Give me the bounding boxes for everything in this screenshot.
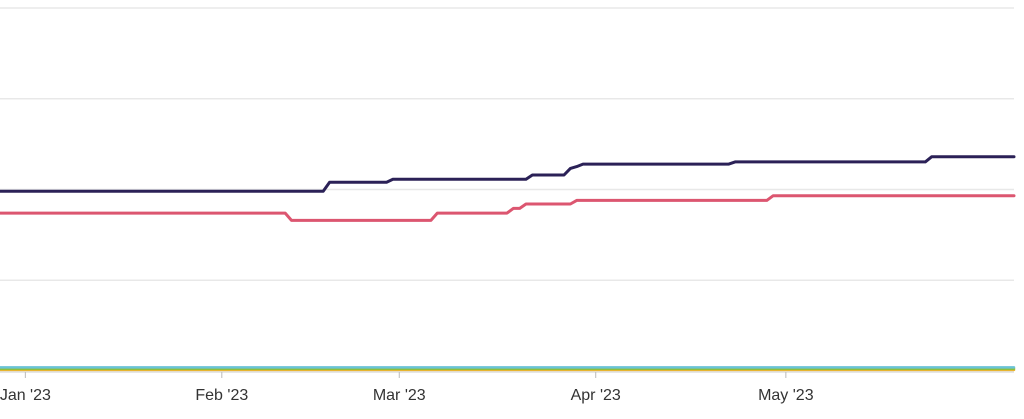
x-tick-label: Mar '23 bbox=[373, 387, 426, 404]
x-tick-label: May '23 bbox=[758, 387, 814, 404]
x-tick-label: Feb '23 bbox=[195, 387, 248, 404]
series-line-2 bbox=[0, 194, 1016, 222]
gridlines bbox=[0, 7, 1014, 281]
x-axis-ticks: Jan '23 Feb '23 Mar '23 Apr '23 May '23 bbox=[0, 372, 814, 404]
series-line-1 bbox=[0, 155, 1016, 193]
x-tick-label: Jan '23 bbox=[0, 387, 51, 404]
series-lines bbox=[0, 155, 1016, 372]
x-tick-label: Apr '23 bbox=[571, 387, 621, 404]
